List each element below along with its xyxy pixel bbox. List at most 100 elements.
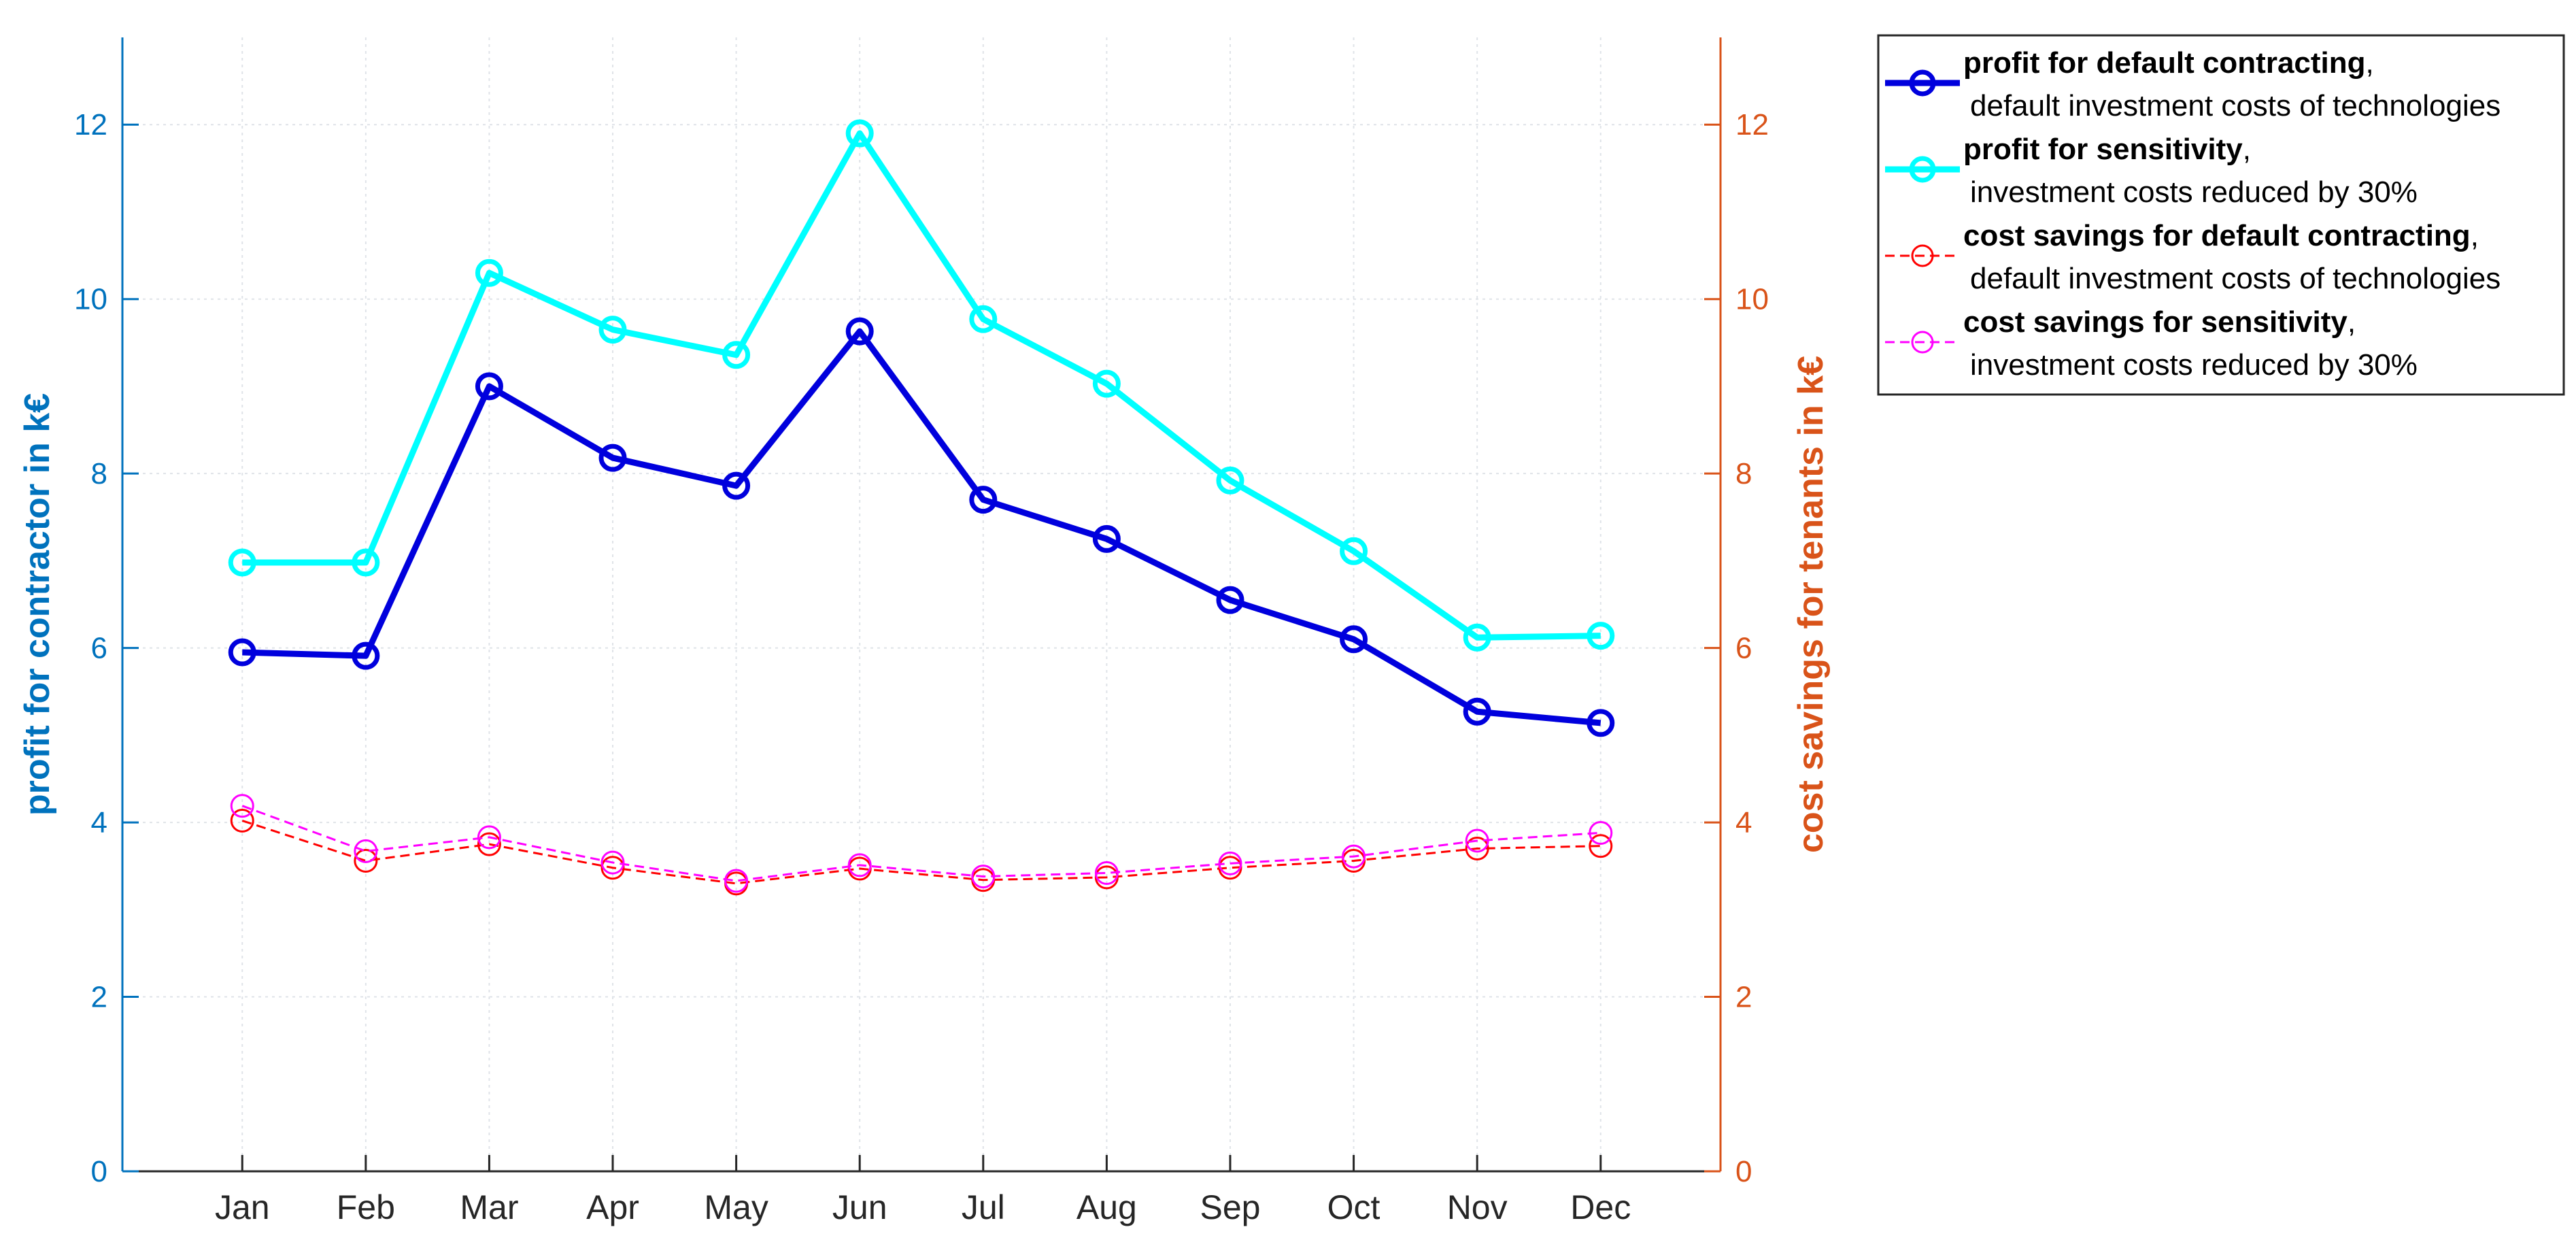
right-tick-label: 12 <box>1735 108 1769 141</box>
data-point <box>1463 623 1491 652</box>
data-point <box>228 638 256 667</box>
data-point <box>352 641 380 670</box>
legend: profit for default contracting, default i… <box>1877 34 2565 396</box>
data-point <box>722 471 751 500</box>
data-point <box>969 305 998 333</box>
data-point <box>477 832 501 856</box>
data-point <box>847 853 872 877</box>
data-point <box>475 258 503 287</box>
data-point <box>352 548 380 577</box>
left-tick-label: 6 <box>91 632 107 665</box>
x-tick-label-dec: Dec <box>1570 1188 1631 1226</box>
left-axis-label: profit for contractor in k€ <box>18 393 57 816</box>
data-point <box>1216 466 1244 495</box>
legend-marker <box>1911 331 1934 354</box>
legend-label: profit for sensitivity, <box>1963 133 2251 166</box>
x-tick-label-apr: Apr <box>586 1188 639 1226</box>
right-tick-label: 2 <box>1735 981 1752 1014</box>
legend-marker <box>1909 69 1936 97</box>
legend-label-bold: profit for default contracting <box>1963 46 2366 80</box>
series-1 <box>228 317 1615 737</box>
legend-label-bold: cost savings for default contracting <box>1963 219 2471 252</box>
data-point <box>1340 625 1368 654</box>
series-3 <box>230 809 1613 896</box>
data-point <box>1589 820 1613 845</box>
data-point <box>600 856 625 880</box>
axes: 0 2 4 6 8 10 12 0 2 4 6 8 10 12 Jan Feb Mar Apr May Jun Jul A… <box>18 37 1831 1226</box>
legend-label-suffix: , <box>2471 219 2479 252</box>
legend-entry-4: cost savings for sensitivity, investment … <box>1885 305 2418 382</box>
data-point <box>354 839 378 863</box>
x-tick-label-mar: Mar <box>460 1188 518 1226</box>
legend-marker <box>1911 244 1934 267</box>
series-line-4 <box>241 805 1601 882</box>
data-point <box>1465 837 1489 861</box>
data-point <box>1094 860 1119 885</box>
data-point <box>598 316 627 344</box>
x-tick-label-nov: Nov <box>1447 1188 1508 1226</box>
series-lines <box>228 119 1615 896</box>
data-point <box>1092 524 1121 553</box>
data-point <box>1216 586 1244 614</box>
x-tick-label-oct: Oct <box>1327 1188 1380 1226</box>
data-point <box>230 809 254 833</box>
data-point <box>724 869 749 893</box>
legend-label-bold: cost savings for sensitivity <box>1963 305 2348 339</box>
grid <box>122 37 1721 1171</box>
legend-label-line2: investment costs reduced by 30% <box>1970 348 2418 382</box>
legend-label: cost savings for sensitivity, <box>1963 305 2356 339</box>
legend-label-line2: investment costs reduced by 30% <box>1970 175 2418 209</box>
data-point <box>1092 369 1121 398</box>
right-tick-label: 8 <box>1735 457 1752 490</box>
legend-label-suffix: , <box>2243 133 2251 166</box>
legend-label-line2: default investment costs of technologies <box>1970 89 2501 122</box>
data-point <box>477 825 501 850</box>
right-tick-label: 10 <box>1735 283 1769 316</box>
data-point <box>1342 844 1366 869</box>
legend-entry-1: profit for default contracting, default i… <box>1885 46 2501 122</box>
x-tick-label-jun: Jun <box>832 1188 887 1226</box>
left-tick-label: 2 <box>91 981 107 1014</box>
right-tick-label: 6 <box>1735 632 1752 665</box>
x-tick-label-may: May <box>704 1188 768 1226</box>
legend-label-line2: default investment costs of technologies <box>1970 262 2501 295</box>
data-point <box>1340 537 1368 565</box>
x-tick-label-jul: Jul <box>962 1188 1005 1226</box>
series-line-1 <box>242 328 1601 726</box>
x-tick-label-jan: Jan <box>215 1188 270 1226</box>
legend-label: profit for default contracting, <box>1963 46 2374 80</box>
data-point <box>1465 828 1489 853</box>
data-point <box>845 317 874 346</box>
data-point <box>1587 709 1615 737</box>
series-4 <box>230 794 1613 893</box>
data-point <box>969 486 998 514</box>
left-tick-label: 4 <box>91 806 107 839</box>
data-point <box>845 119 874 148</box>
data-point <box>1589 834 1613 858</box>
right-tick-label: 0 <box>1735 1155 1752 1188</box>
x-tick-label-sep: Sep <box>1200 1188 1260 1226</box>
series-line-3 <box>241 820 1601 885</box>
left-tick-label: 10 <box>74 283 107 316</box>
x-tick-label-feb: Feb <box>337 1188 395 1226</box>
data-point <box>228 548 256 577</box>
data-point <box>230 794 254 818</box>
right-tick-label: 4 <box>1735 806 1752 839</box>
legend-entry-2: profit for sensitivity, investment costs … <box>1885 133 2418 209</box>
legend-label-suffix: , <box>2366 46 2374 80</box>
data-point <box>475 372 503 401</box>
data-point <box>971 865 996 889</box>
data-point <box>1218 851 1242 875</box>
legend-entry-3: cost savings for default contracting, def… <box>1885 219 2501 295</box>
data-point <box>1587 622 1615 650</box>
series-line-2 <box>242 130 1601 641</box>
right-axis-label: cost savings for tenants in k€ <box>1791 356 1831 853</box>
left-tick-label: 12 <box>74 108 107 141</box>
series-2 <box>228 119 1615 652</box>
x-tick-label-aug: Aug <box>1077 1188 1137 1226</box>
data-point <box>598 443 627 472</box>
data-point <box>1463 697 1491 726</box>
legend-marker <box>1909 156 1936 183</box>
data-point <box>354 848 378 873</box>
